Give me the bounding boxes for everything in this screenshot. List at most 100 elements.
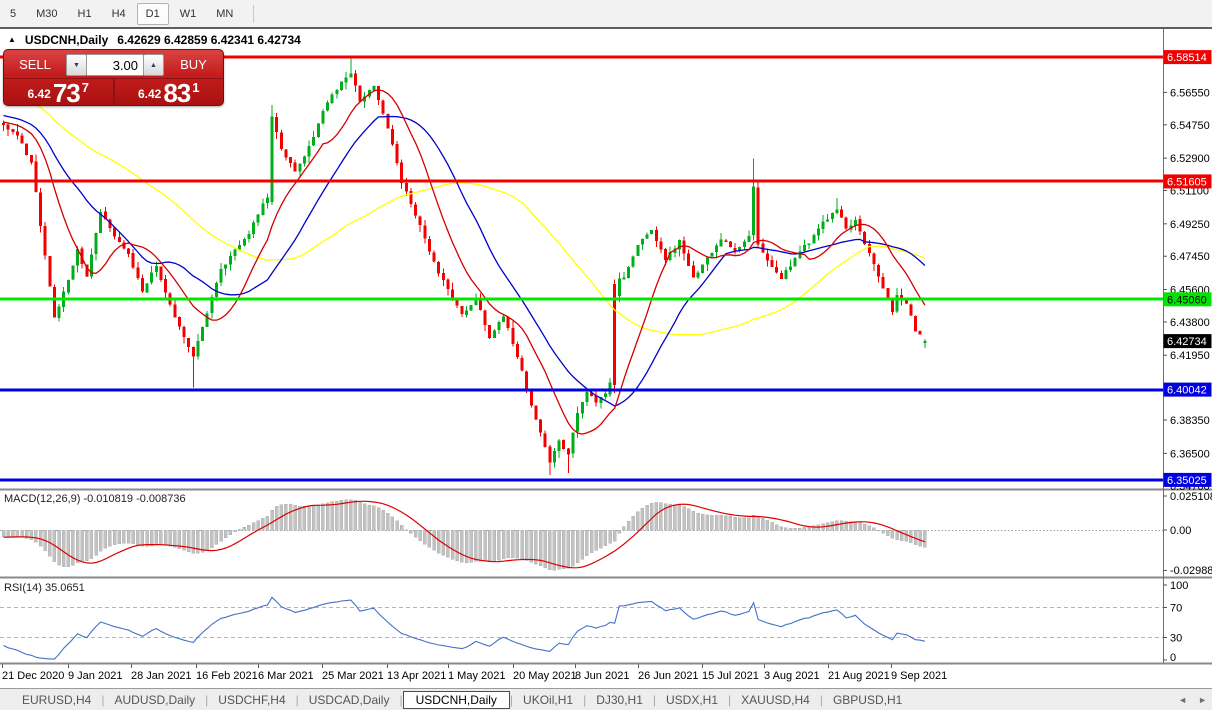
chart-title-symbol: USDCNH,Daily: [24, 33, 109, 47]
price-badge: [1163, 292, 1212, 307]
chart-tab-ukoil[interactable]: UKOil,H1: [523, 692, 574, 707]
buy-price-button[interactable]: 6.42 83 1: [115, 79, 224, 105]
buy-price-pip: 1: [192, 80, 200, 95]
price-badge-label: 6.42734: [1167, 336, 1207, 348]
tab-separator: |: [728, 692, 732, 707]
timeframe-button-5[interactable]: 5: [10, 7, 17, 20]
timeframe-button-mn[interactable]: MN: [216, 7, 234, 20]
trade-panel-price-row: 6.42 73 7 6.42 83 1: [4, 78, 223, 105]
chart-tab-dj30[interactable]: DJ30,H1: [596, 692, 643, 707]
tab-separator: |: [399, 692, 403, 707]
tab-separator: |: [819, 692, 823, 707]
pane-separator-1[interactable]: [0, 576, 1212, 579]
price-tick-label: 6.51100: [1170, 186, 1209, 198]
triangle-up-icon: ▲: [150, 61, 157, 69]
horizontal-price-lines[interactable]: [0, 55, 1163, 482]
tab-scroll-arrows: ◄ ►: [1178, 689, 1207, 710]
price-tick-label: 6.36500: [1170, 448, 1210, 460]
macd-axis-label: 0.025108: [1170, 491, 1212, 503]
collapse-trade-panel-icon[interactable]: ▲: [8, 35, 16, 44]
tab-separator: |: [583, 692, 587, 707]
rsi-pane: [0, 596, 1163, 660]
trade-panel-divider: [112, 79, 115, 105]
chart-title: ▲ USDCNH,Daily 6.42629 6.42859 6.42341 6…: [8, 33, 301, 47]
date-tick-label: 1 May 2021: [448, 670, 505, 682]
chart-tab-eurusd[interactable]: EURUSD,H4: [22, 692, 92, 707]
rsi-line: [3, 596, 926, 660]
tab-separator: |: [509, 692, 514, 707]
chart-tab-usdcnh[interactable]: USDCNH,Daily: [402, 690, 510, 709]
pane-separator-0[interactable]: [0, 488, 1212, 491]
date-tick-label: 15 Jul 2021: [702, 670, 759, 682]
sell-price-big: 73: [52, 78, 81, 106]
price-badge: [1163, 50, 1212, 65]
timeframe-button-m30[interactable]: M30: [36, 7, 58, 20]
price-tick-label: 6.47450: [1170, 251, 1210, 263]
sell-price-prefix: 6.42: [27, 87, 51, 101]
chart-tab-xauusd[interactable]: XAUUSD,H4: [741, 692, 810, 707]
macd-signal-line: [3, 500, 926, 569]
price-tick-label: 6.43800: [1170, 317, 1210, 329]
rsi-axis-label: 70: [1170, 603, 1182, 615]
chart-tab-gbpusd[interactable]: GBPUSD,H1: [832, 692, 903, 707]
buy-price-big: 83: [163, 78, 191, 106]
timeframe-button-h4[interactable]: H4: [111, 7, 126, 20]
price-badge-label: 6.40042: [1167, 385, 1207, 397]
volume-increase-button[interactable]: ▲: [143, 54, 164, 76]
date-tick-label: 8 Jun 2021: [575, 670, 629, 682]
toolbar-separator: [253, 4, 255, 23]
date-axis[interactable]: 21 Dec 2020 9 Jan 2021 28 Jan 2021 16 Feb 2…: [2, 664, 947, 683]
timeframe-button-d1[interactable]: D1: [136, 2, 169, 25]
triangle-down-icon: ▼: [73, 61, 80, 69]
tab-separator: |: [205, 692, 209, 707]
price-tick-label: 6.41950: [1170, 350, 1210, 362]
date-tick-label: 9 Jan 2021: [68, 670, 122, 682]
ma-line-slow: [3, 90, 926, 336]
date-tick-label: 6 Mar 2021: [258, 670, 314, 682]
sell-button[interactable]: SELL: [4, 50, 66, 78]
chart-tabs: EURUSD,H4 | AUDUSD,Daily | USDCHF,H4 | USDCAD,…: [12, 690, 912, 709]
date-tick-label: 16 Feb 2021: [196, 670, 258, 682]
price-tick-label: 6.49250: [1170, 219, 1210, 231]
price-badge: [1163, 334, 1212, 349]
rsi-label: RSI(14) 35.0651: [4, 582, 85, 594]
date-tick-label: 20 May 2021: [513, 670, 577, 682]
ma-line-medium: [3, 114, 926, 407]
timeframe-button-w1[interactable]: W1: [179, 7, 197, 20]
price-badge: [1163, 174, 1212, 189]
date-tick-label: 21 Aug 2021: [828, 670, 890, 682]
timeframe-button-h1[interactable]: H1: [77, 7, 92, 20]
buy-button[interactable]: BUY: [164, 50, 223, 78]
chart-tab-usdcad[interactable]: USDCAD,Daily: [308, 692, 390, 707]
volume-input[interactable]: [87, 54, 143, 76]
timeframe-toolbar: 5 M30 H1 H4 D1 W1 MN: [0, 0, 1212, 27]
chart-title-ohlc: 6.42629 6.42859 6.42341 6.42734: [117, 33, 301, 47]
rsi-axis-label: 0: [1170, 652, 1176, 664]
date-tick-label: 26 Jun 2021: [638, 670, 699, 682]
date-tick-label: 13 Apr 2021: [387, 670, 446, 682]
chart-tab-usdchf[interactable]: USDCHF,H4: [218, 692, 286, 707]
ma-line-fast: [3, 89, 926, 435]
tab-scroll-right-button[interactable]: ►: [1198, 695, 1207, 705]
price-badge-label: 6.35025: [1167, 475, 1207, 487]
chart-tab-audusd[interactable]: AUDUSD,Daily: [114, 692, 196, 707]
date-tick-label: 28 Jan 2021: [131, 670, 192, 682]
sell-price-pip: 7: [81, 80, 89, 95]
chart-tab-usdx[interactable]: USDX,H1: [666, 692, 719, 707]
main-price-pane: [0, 55, 1163, 482]
price-badge-label: 6.51605: [1167, 176, 1207, 188]
volume-decrease-button[interactable]: ▼: [66, 54, 87, 76]
price-badge-label: 6.45060: [1167, 294, 1207, 306]
pane-separator-2[interactable]: [0, 662, 1212, 665]
price-tick-label: 6.52900: [1170, 153, 1210, 165]
price-tick-label: 6.56550: [1170, 87, 1210, 99]
price-axis: 6.56550 6.54750 6.52900 6.51100 6.49250 6.474…: [1163, 29, 1212, 664]
trade-panel-top-row: SELL ▼ ▲ BUY: [4, 50, 223, 78]
macd-pane: [0, 499, 1163, 571]
chart-tabbar: EURUSD,H4 | AUDUSD,Daily | USDCHF,H4 | USDCAD,…: [0, 688, 1212, 710]
sell-price-button[interactable]: 6.42 73 7: [4, 79, 113, 105]
tab-scroll-left-button[interactable]: ◄: [1178, 695, 1188, 705]
tab-separator: |: [652, 692, 656, 707]
